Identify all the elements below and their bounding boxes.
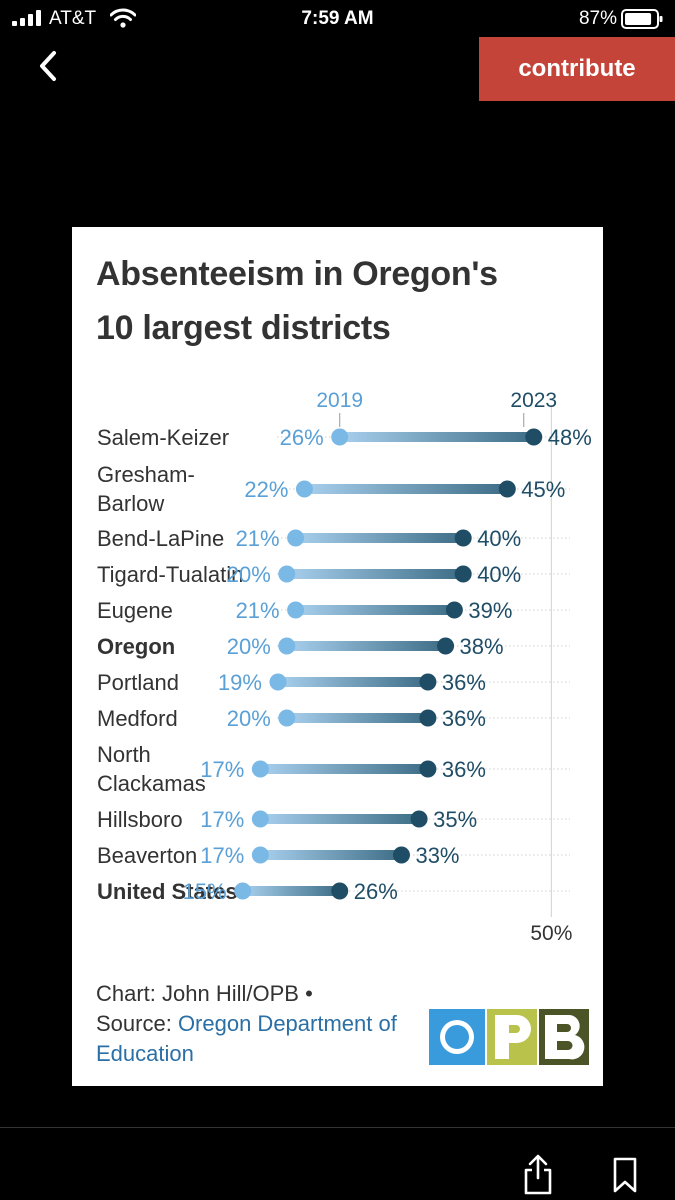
row-label: Tigard-Tualatin bbox=[97, 562, 243, 587]
dot-2019 bbox=[287, 601, 305, 619]
value-label-2019: 19% bbox=[218, 670, 262, 695]
back-chevron-icon[interactable] bbox=[34, 48, 64, 84]
dot-2023 bbox=[419, 709, 437, 727]
value-label-2023: 39% bbox=[468, 598, 512, 623]
dot-2019 bbox=[251, 760, 269, 778]
value-label-2023: 48% bbox=[548, 425, 592, 450]
bottom-toolbar-divider bbox=[0, 1127, 675, 1128]
dot-2023 bbox=[419, 760, 437, 778]
value-label-2023: 36% bbox=[442, 670, 486, 695]
dot-2019 bbox=[251, 846, 269, 864]
opb-logo bbox=[429, 1009, 589, 1065]
value-label-2023: 38% bbox=[460, 634, 504, 659]
dot-2019 bbox=[278, 709, 296, 727]
dot-2023 bbox=[437, 637, 455, 655]
dot-2023 bbox=[445, 601, 463, 619]
dot-2019 bbox=[234, 882, 252, 900]
credit-source-prefix: Source: bbox=[96, 1011, 178, 1036]
share-icon[interactable] bbox=[520, 1152, 556, 1196]
value-label-2023: 40% bbox=[477, 562, 521, 587]
dot-2023 bbox=[331, 882, 349, 900]
value-label-2019: 21% bbox=[236, 526, 280, 551]
battery-icon bbox=[621, 9, 663, 29]
dumbbell-bar bbox=[295, 605, 455, 615]
dumbbell-chart: 50% 2019 2023 Salem-Keizer 26% 48% Gresham- Bar… bbox=[97, 389, 592, 945]
value-label-2023: 26% bbox=[354, 879, 398, 904]
dumbbell-bar bbox=[286, 641, 446, 651]
dumbbell-bar bbox=[277, 677, 428, 687]
value-label-2019: 20% bbox=[227, 562, 271, 587]
contribute-button[interactable]: contribute bbox=[479, 37, 675, 101]
battery-percent: 87% bbox=[578, 8, 617, 29]
row-label: Salem-Keizer bbox=[97, 425, 229, 450]
wifi-icon bbox=[110, 8, 136, 28]
dumbbell-bar bbox=[242, 886, 340, 896]
credit-author: Chart: John Hill/OPB • bbox=[96, 981, 313, 1006]
row-label: Beaverton bbox=[97, 843, 197, 868]
row-label: United States bbox=[97, 879, 238, 904]
value-label-2019: 17% bbox=[200, 807, 244, 832]
credit-source-link[interactable]: Oregon Department of Education bbox=[96, 1011, 397, 1066]
value-label-2019: 21% bbox=[236, 598, 280, 623]
row-label: Gresham- bbox=[97, 462, 195, 487]
chart-title-line-2: 10 largest districts bbox=[96, 309, 391, 347]
row-label: North bbox=[97, 742, 151, 767]
dot-2019 bbox=[287, 529, 305, 547]
row-label: Eugene bbox=[97, 598, 173, 623]
dot-2019 bbox=[295, 480, 313, 498]
value-label-2019: 20% bbox=[227, 706, 271, 731]
dumbbell-bar bbox=[260, 814, 420, 824]
chart-title-line-1: Absenteeism in Oregon's bbox=[96, 255, 498, 293]
value-label-2023: 36% bbox=[442, 757, 486, 782]
value-label-2023: 40% bbox=[477, 526, 521, 551]
row-label: Oregon bbox=[97, 634, 175, 659]
dumbbell-bar bbox=[260, 764, 428, 774]
dumbbell-bar bbox=[286, 569, 464, 579]
dot-2019 bbox=[278, 565, 296, 583]
status-bar: AT&T 7:59 AM 87% bbox=[0, 0, 675, 38]
row-label: Barlow bbox=[97, 491, 164, 516]
dumbbell-bar bbox=[260, 850, 402, 860]
row-label: Medford bbox=[97, 706, 178, 731]
signal-icon bbox=[12, 10, 41, 26]
dot-2023 bbox=[419, 673, 437, 691]
axis-tick-label: 50% bbox=[530, 922, 572, 945]
value-label-2023: 45% bbox=[521, 477, 565, 502]
value-label-2019: 17% bbox=[200, 757, 244, 782]
dot-2023 bbox=[525, 428, 543, 446]
row-label: Clackamas bbox=[97, 771, 206, 796]
dot-2023 bbox=[410, 810, 428, 828]
value-label-2023: 36% bbox=[442, 706, 486, 731]
dot-2019 bbox=[331, 428, 349, 446]
row-label: Portland bbox=[97, 670, 179, 695]
legend-label-2023: 2023 bbox=[510, 389, 557, 412]
legend-label-2019: 2019 bbox=[316, 389, 363, 412]
chart-card: Absenteeism in Oregon's 10 largest distr… bbox=[72, 227, 603, 1086]
bookmark-icon[interactable] bbox=[610, 1156, 640, 1194]
row-label: Hillsboro bbox=[97, 807, 183, 832]
dot-2023 bbox=[392, 846, 410, 864]
value-label-2019: 17% bbox=[200, 843, 244, 868]
dumbbell-bar bbox=[295, 533, 464, 543]
dumbbell-bar bbox=[286, 713, 428, 723]
dot-2023 bbox=[498, 480, 516, 498]
row-label: Bend-LaPine bbox=[97, 526, 224, 551]
dot-2019 bbox=[251, 810, 269, 828]
value-label-2019: 15% bbox=[183, 879, 227, 904]
value-label-2023: 35% bbox=[433, 807, 477, 832]
dumbbell-bar bbox=[304, 484, 508, 494]
value-label-2023: 33% bbox=[415, 843, 459, 868]
dumbbell-bar bbox=[339, 432, 534, 442]
carrier-label: AT&T bbox=[49, 8, 97, 29]
dot-2019 bbox=[278, 637, 296, 655]
value-label-2019: 20% bbox=[227, 634, 271, 659]
chart-credit: Chart: John Hill/OPB • Source: Oregon De… bbox=[96, 979, 426, 1069]
chart-title: Absenteeism in Oregon's 10 largest distr… bbox=[96, 247, 576, 355]
clock: 7:59 AM bbox=[301, 8, 374, 29]
dot-2019 bbox=[269, 673, 287, 691]
dot-2023 bbox=[454, 565, 472, 583]
value-label-2019: 22% bbox=[244, 477, 288, 502]
dot-2023 bbox=[454, 529, 472, 547]
value-label-2019: 26% bbox=[280, 425, 324, 450]
